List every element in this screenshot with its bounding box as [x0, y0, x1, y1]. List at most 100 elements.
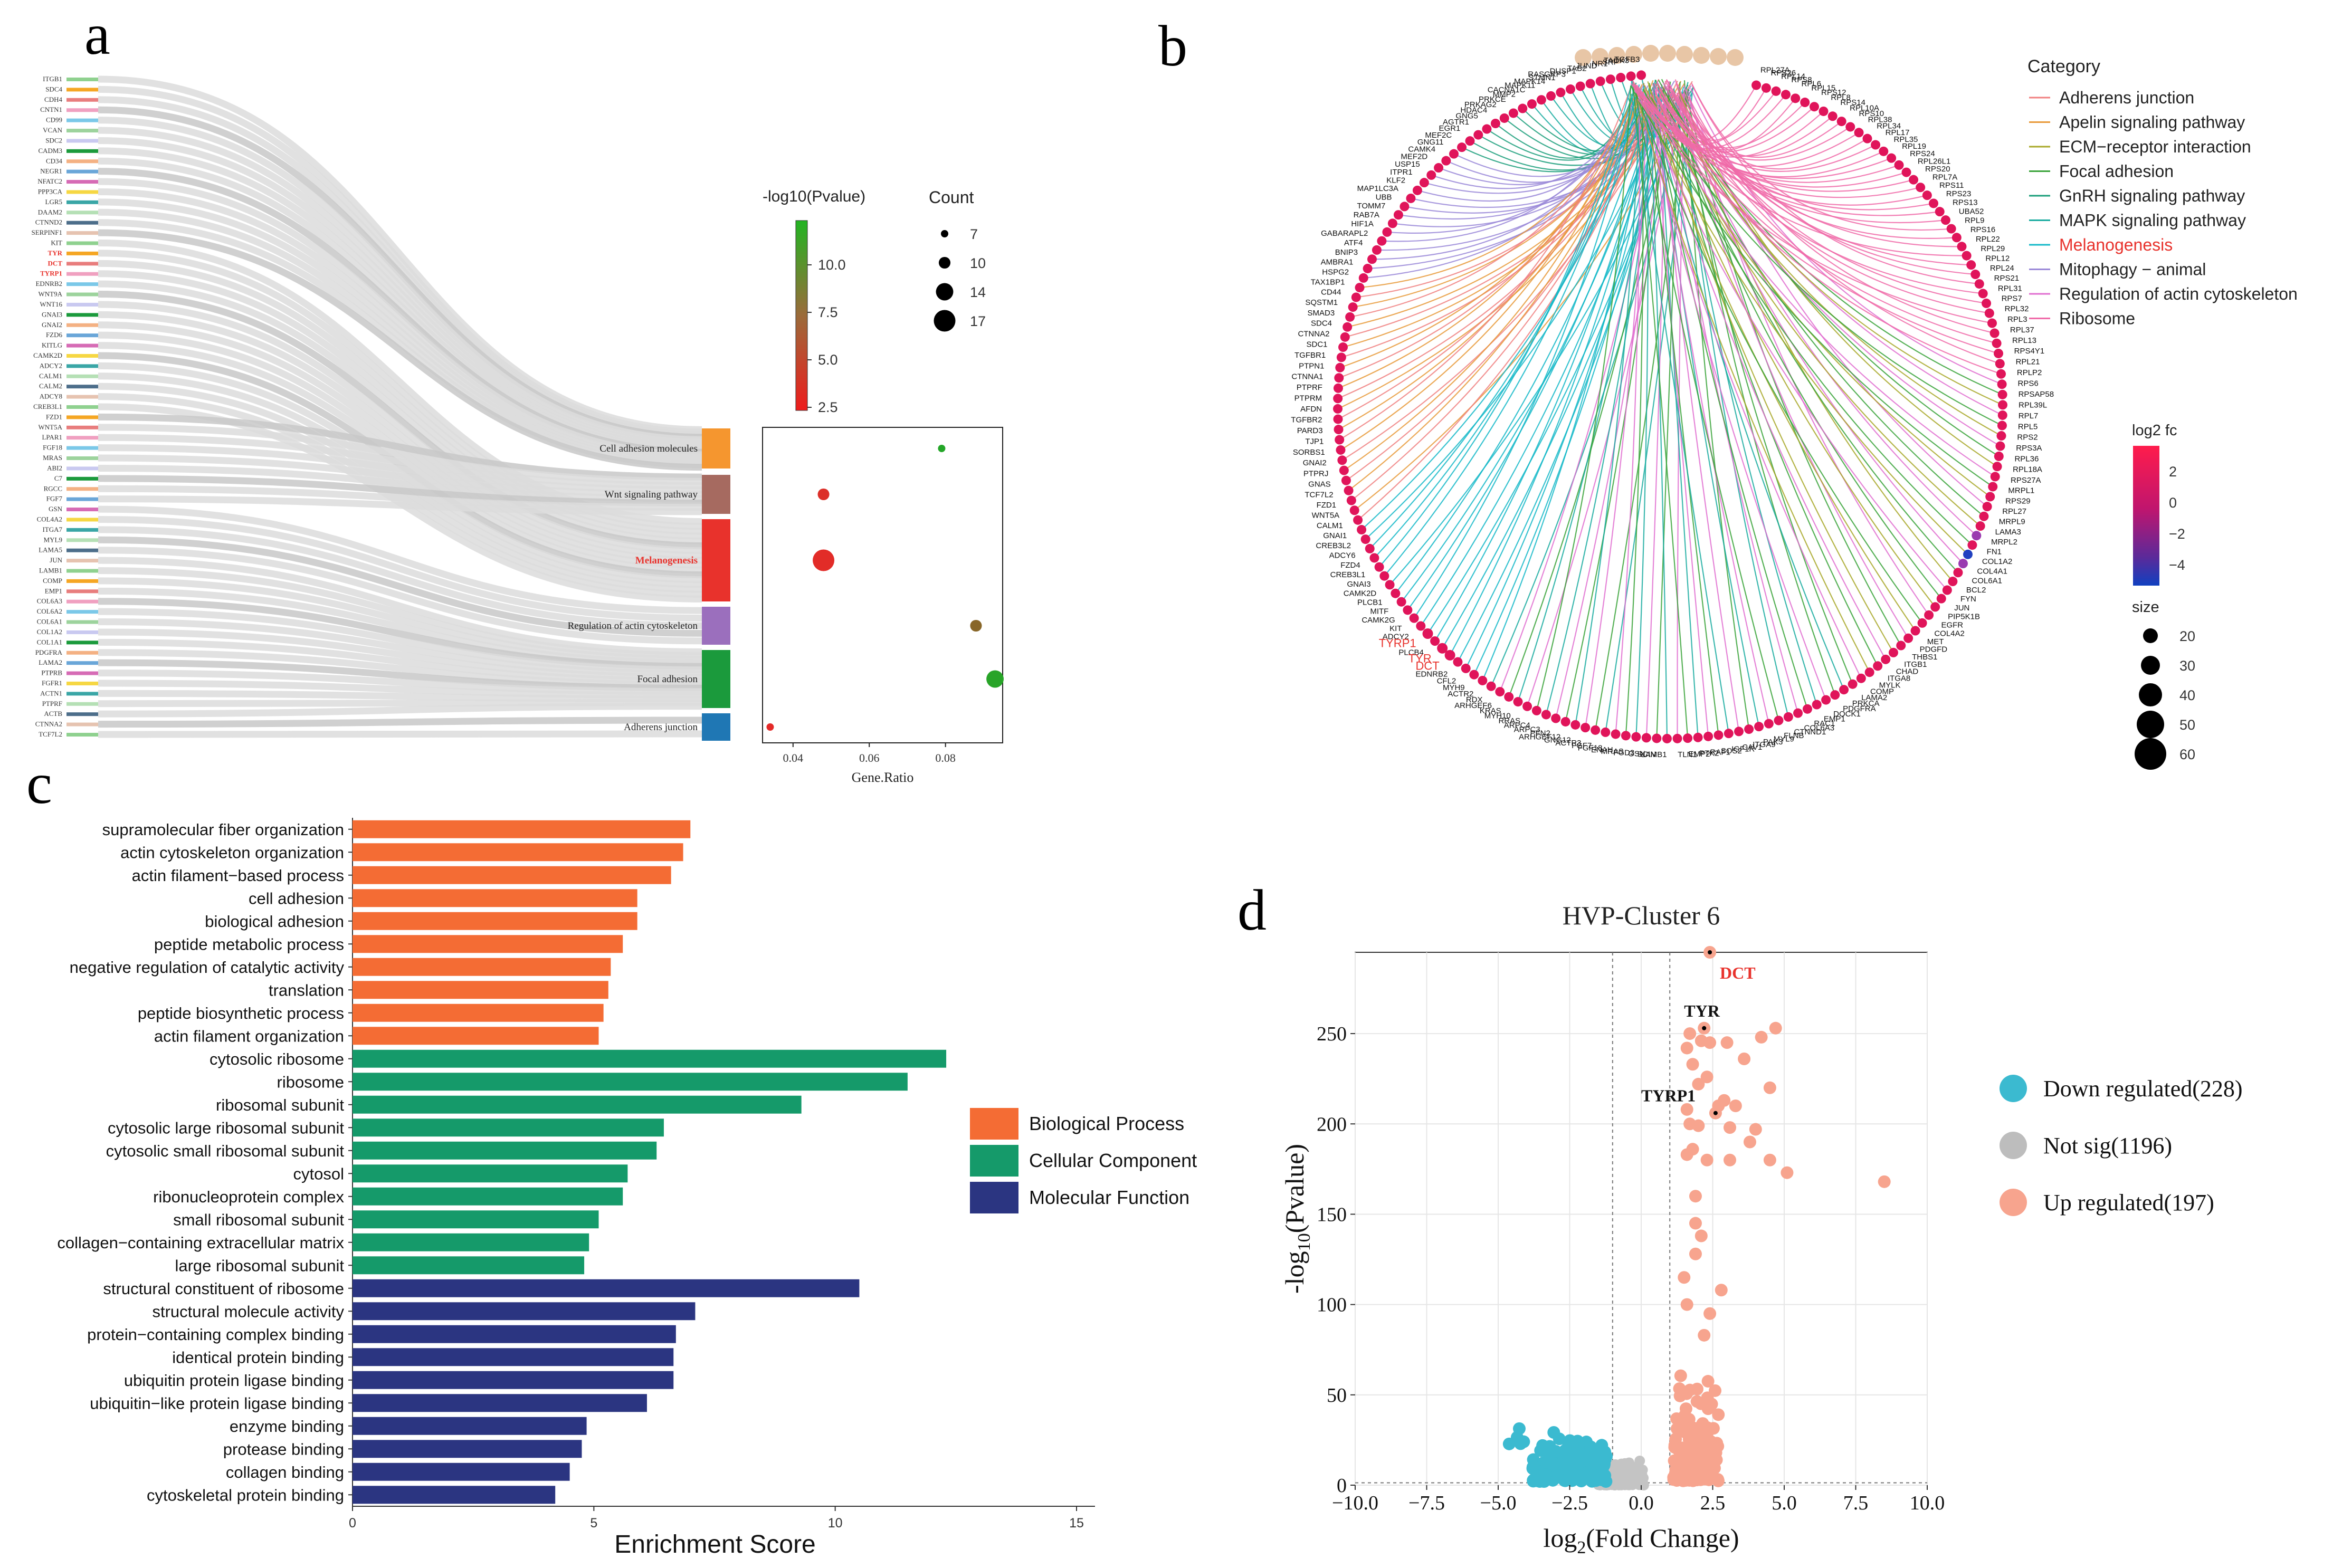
gene-label: MYH10 — [1484, 712, 1511, 721]
gene-node — [1621, 731, 1631, 741]
gene-node — [1611, 729, 1621, 739]
gene-label: COL1A2 — [1982, 557, 2013, 566]
gene-color-bar — [66, 272, 98, 276]
gene-node — [1426, 170, 1436, 180]
chord-line — [1349, 94, 1636, 318]
bar — [353, 935, 623, 953]
gene-node — [1631, 732, 1641, 742]
gene-color-bar — [66, 180, 98, 184]
gene-label: FGFR1 — [42, 679, 62, 687]
gene-node — [1465, 136, 1475, 146]
gene-label: TAOK3 — [1604, 56, 1629, 65]
gene-label: DUSP1 — [1550, 67, 1576, 76]
sankey-flow — [98, 703, 702, 718]
gene-node — [1626, 71, 1636, 81]
gene-label: RPL6 — [1802, 80, 1822, 89]
chord-line — [1644, 85, 1887, 660]
gene-label: MYL9 — [44, 536, 62, 543]
gene-color-bar — [66, 466, 98, 471]
gene-node — [1982, 298, 1992, 308]
bar — [353, 1164, 628, 1183]
legend-swatch — [970, 1108, 1018, 1140]
gene-node — [1995, 441, 2005, 451]
gene-label: MITF — [1370, 607, 1388, 616]
chord-line — [1555, 81, 1670, 719]
dot-cell-adhesion-molecules — [938, 445, 946, 452]
bar — [353, 1462, 570, 1481]
gene-label: CREB3L2 — [1316, 541, 1351, 550]
gene-label: RPL13 — [2012, 336, 2036, 345]
gene-node — [1830, 690, 1840, 700]
labeled-point-center — [1702, 1026, 1707, 1030]
gene-label: NEGR1 — [40, 167, 62, 175]
gene-label: TAB2 — [1567, 64, 1586, 73]
gene-label: C7 — [54, 474, 63, 482]
gene-label: ENAH — [1591, 745, 1613, 754]
gene-label: RPL29 — [1981, 244, 2005, 253]
gene-label: EMP1 — [1824, 714, 1845, 723]
point-up — [1700, 1070, 1713, 1084]
point-up — [1738, 1053, 1751, 1065]
gene-node — [1495, 687, 1505, 697]
point-up — [1763, 1153, 1776, 1167]
pathway-box — [702, 713, 730, 741]
point-up — [1680, 1041, 1693, 1055]
gene-label: RPS26 — [1771, 69, 1796, 78]
gene-label: HIF1A — [1351, 219, 1374, 228]
gene-label: PTPRM — [1294, 394, 1322, 403]
category-node — [1710, 48, 1727, 65]
point-up — [1680, 1298, 1693, 1311]
gene-color-bar — [66, 620, 98, 624]
gene-node — [1358, 273, 1368, 283]
point-up — [1667, 1473, 1680, 1486]
gene-node — [1864, 667, 1874, 677]
gene-label: RPS20 — [1925, 165, 1950, 174]
chord-line — [1346, 80, 1668, 481]
gene-node — [1910, 626, 1920, 636]
size-legend-dot — [936, 283, 954, 301]
gene-node — [1581, 723, 1591, 733]
gene-color-bar — [66, 446, 98, 450]
sankey-flow — [98, 505, 702, 614]
gene-node — [1333, 394, 1343, 404]
chord-line — [1338, 99, 1633, 389]
chord-line — [1634, 84, 1899, 183]
chord-line — [1680, 99, 1989, 314]
legend-dot — [2000, 1132, 2027, 1159]
gene-label: TCF7L2 — [1305, 490, 1333, 499]
y-tick-label: 0 — [1337, 1475, 1347, 1497]
gene-node — [1636, 70, 1646, 80]
gene-color-bar — [66, 538, 98, 542]
gene-label: RPS10 — [1859, 109, 1884, 118]
gene-node — [1887, 153, 1897, 163]
gene-label: RPL32 — [2005, 304, 2029, 313]
gene-label: RPS23 — [1946, 189, 1972, 198]
gene-label: EGFR — [1941, 621, 1963, 630]
chord-line — [1688, 91, 1930, 616]
gene-label: CD34 — [46, 157, 63, 165]
gene-label: CDH4 — [44, 95, 62, 103]
sankey-flow — [98, 587, 702, 666]
bar — [353, 1486, 556, 1504]
gene-label: CAMK2G — [1362, 616, 1395, 625]
gene-label: LAMA5 — [39, 546, 62, 554]
gene-label: SORBS1 — [1293, 448, 1325, 457]
point-up — [1692, 1077, 1705, 1091]
gene-node — [1482, 124, 1492, 134]
gene-color-bar — [66, 385, 98, 389]
gene-color-bar — [66, 569, 98, 573]
gene-color-bar — [66, 733, 98, 737]
gene-label: SCIN — [1637, 750, 1656, 759]
gene-node — [1616, 73, 1626, 83]
chord-line — [1632, 81, 1689, 739]
fc-legend-tick: 0 — [2169, 495, 2177, 511]
point-notsig — [1616, 1458, 1627, 1469]
gene-node — [1336, 352, 1346, 362]
gene-label: EGR1 — [1439, 124, 1461, 133]
point-label-dct: DCT — [1720, 963, 1756, 982]
bar-label: identical protein binding — [172, 1348, 344, 1366]
gene-label: RPS24 — [1910, 149, 1935, 158]
gene-node — [1836, 117, 1846, 127]
bar — [353, 981, 608, 999]
